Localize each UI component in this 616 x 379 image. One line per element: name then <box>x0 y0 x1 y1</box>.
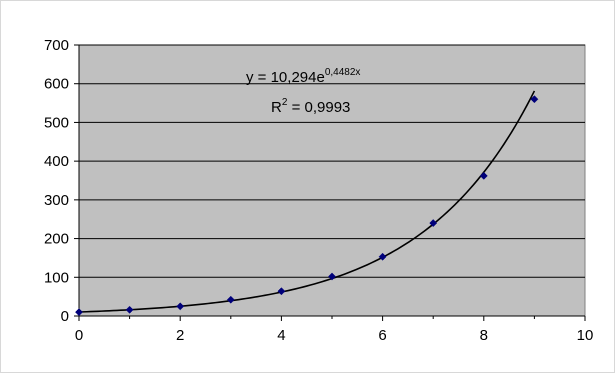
data-point <box>530 95 539 104</box>
x-tick-label: 4 <box>277 327 285 344</box>
r2-value: = 0,9993 <box>287 99 350 116</box>
x-tick-labels: 0 2 4 6 8 10 <box>75 327 594 344</box>
trendline <box>78 90 536 313</box>
y-tick-label: 100 <box>44 269 69 286</box>
y-tick-label: 500 <box>44 114 69 131</box>
y-tick-label: 200 <box>44 231 69 248</box>
y-tick-label: 400 <box>44 153 69 170</box>
y-tick-label: 700 <box>44 37 69 54</box>
plot-area <box>78 44 586 317</box>
y-tick-label: 600 <box>44 76 69 93</box>
data-point <box>75 308 83 317</box>
x-tick-label: 2 <box>176 327 184 344</box>
equation-label: y = 10,294e0,4482x <box>246 67 360 86</box>
data-point <box>176 302 185 311</box>
data-point <box>328 272 336 281</box>
y-tick-label: 0 <box>61 308 69 325</box>
r-squared-label: R2 = 0,9993 <box>271 97 350 116</box>
x-tick-label: 0 <box>75 327 83 344</box>
data-points <box>75 95 539 317</box>
x-tick-label: 10 <box>577 327 594 344</box>
x-tick-label: 8 <box>480 327 488 344</box>
y-tick-label: 300 <box>44 192 69 209</box>
equation-exponent: 0,4482x <box>325 67 361 78</box>
r2-exponent: 2 <box>282 97 288 108</box>
data-point <box>429 219 438 228</box>
data-point <box>479 171 488 180</box>
gridlines <box>79 44 585 278</box>
x-tick-label: 6 <box>378 327 386 344</box>
data-point <box>226 295 235 304</box>
r2-prefix: R <box>271 99 282 116</box>
data-point <box>125 305 134 314</box>
equation-base: y = 10,294e <box>246 69 325 86</box>
y-tick-labels: 0 100 200 300 400 500 600 700 <box>44 37 69 325</box>
data-point <box>378 252 387 261</box>
axes <box>74 44 586 321</box>
data-point <box>277 287 286 296</box>
